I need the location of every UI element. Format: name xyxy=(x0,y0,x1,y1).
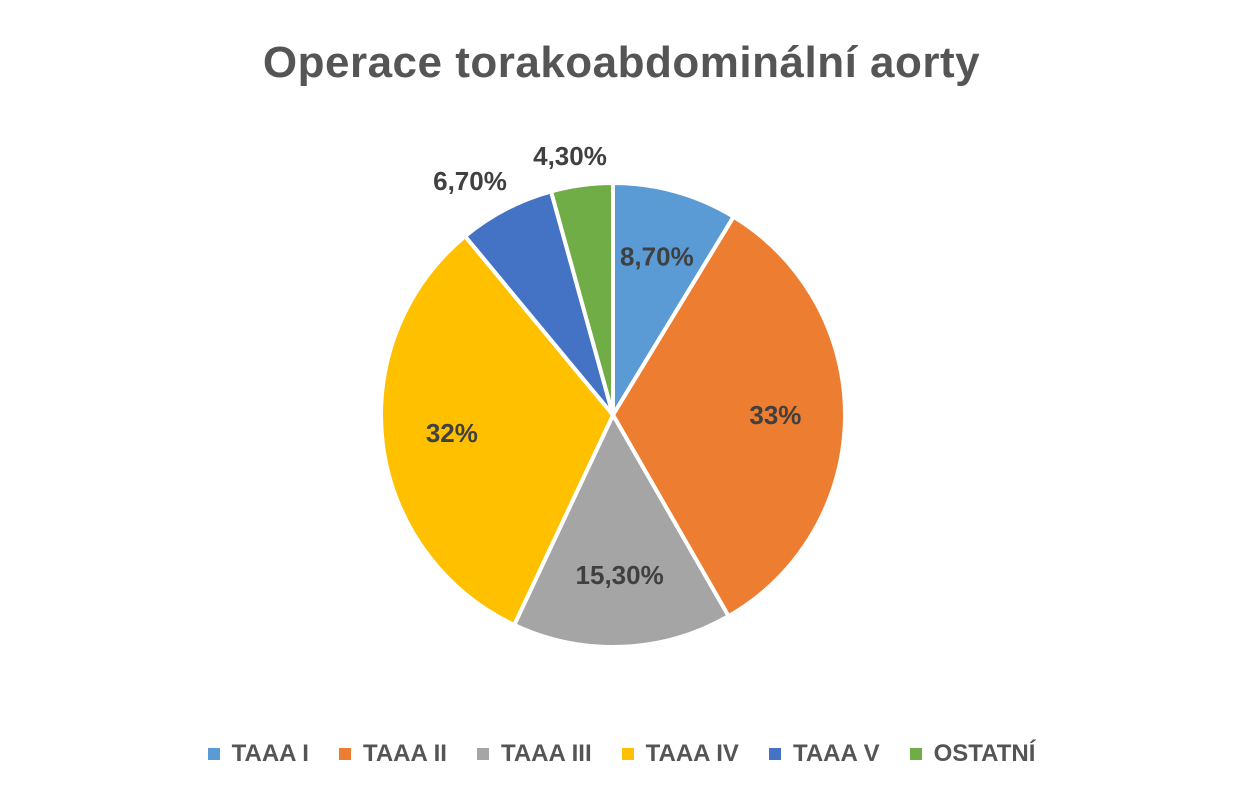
legend-swatch xyxy=(338,748,351,760)
pie-slice-ostatní xyxy=(548,180,615,416)
pie-slice-taaa-iv xyxy=(379,233,616,628)
chart-legend: TAAA I TAAA II TAAA III TAAA IV TAAA V OSTATN… xyxy=(0,740,1243,768)
data-label-taaa-iii: 15,30% xyxy=(576,560,664,590)
data-label-taaa-iv: 32% xyxy=(426,418,478,448)
legend-item-taaa-iv: TAAA IV xyxy=(621,740,739,768)
legend-item-taaa-v: TAAA V xyxy=(768,740,880,768)
legend-swatch xyxy=(476,748,489,760)
legend-item-ostatní: OSTATNÍ xyxy=(909,740,1036,768)
data-label-taaa-i: 8,70% xyxy=(620,242,694,272)
legend-swatch xyxy=(768,748,781,760)
legend-item-taaa-iii: TAAA III xyxy=(476,740,592,768)
legend-swatch xyxy=(909,748,922,760)
data-label-taaa-ii: 33% xyxy=(749,400,801,430)
pie-slice-taaa-iii xyxy=(511,410,732,649)
legend-label: TAAA I xyxy=(231,740,309,767)
legend-swatch xyxy=(621,748,634,760)
legend-label: OSTATNÍ xyxy=(933,740,1036,767)
legend-label: TAAA IV xyxy=(645,740,739,767)
legend-item-taaa-i: TAAA I xyxy=(207,740,309,768)
legend-label: TAAA V xyxy=(792,740,880,767)
data-label-ostatní: 4,30% xyxy=(533,141,607,171)
legend-swatch xyxy=(207,748,220,760)
legend-label: TAAA III xyxy=(500,740,592,767)
data-label-taaa-v: 6,70% xyxy=(433,166,507,196)
legend-item-taaa-ii: TAAA II xyxy=(338,740,447,768)
pie-slice-taaa-ii xyxy=(610,214,847,619)
pie-slice-taaa-i xyxy=(611,180,737,423)
chart-title: Operace torakoabdominální aorty xyxy=(262,38,981,87)
legend-label: TAAA II xyxy=(362,740,447,767)
